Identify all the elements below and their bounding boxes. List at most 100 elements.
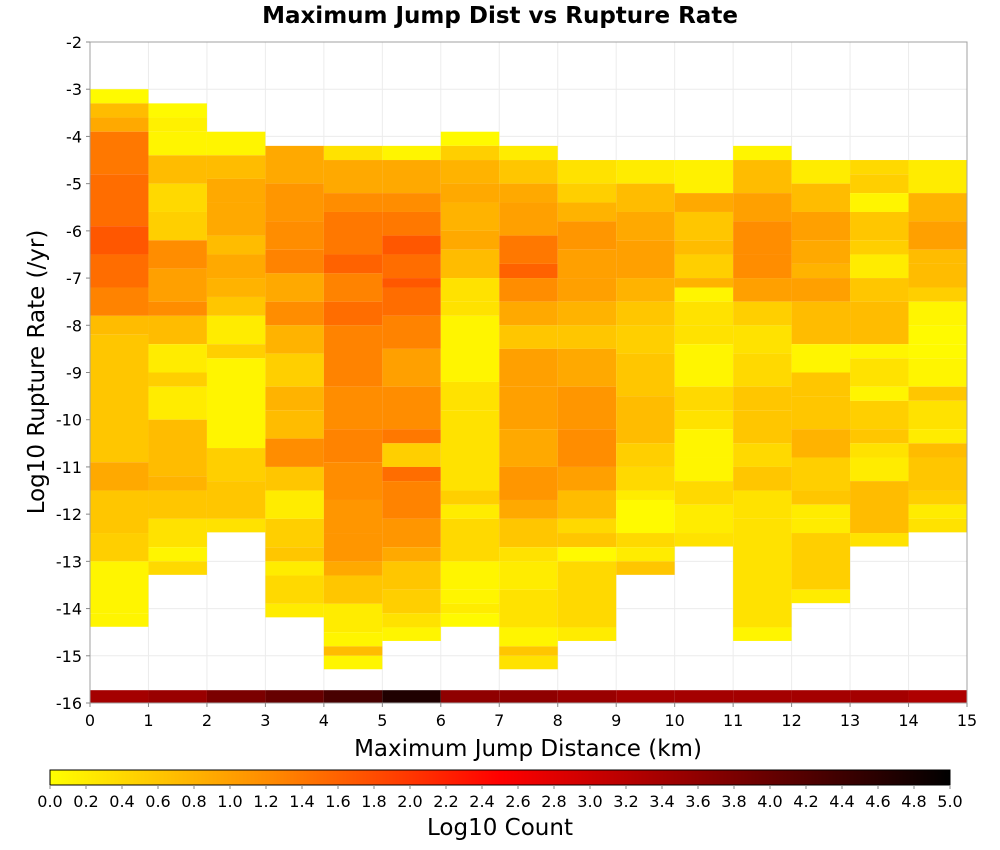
- heatmap-cell: [616, 690, 675, 703]
- x-tick-label: 5: [377, 711, 387, 730]
- heatmap-cell: [206, 690, 266, 703]
- heatmap-cell: [733, 518, 792, 628]
- y-tick-label: -4: [66, 127, 82, 146]
- heatmap-cell: [382, 348, 441, 387]
- heatmap-cell: [791, 183, 851, 212]
- heatmap-cell: [791, 211, 851, 241]
- heatmap-cell: [850, 429, 909, 444]
- x-tick-label: 4: [319, 711, 329, 730]
- colorbar-tick-label: 2.4: [469, 792, 494, 811]
- heatmap-cell: [148, 690, 207, 703]
- colorbar-tick-label: 0.6: [145, 792, 170, 811]
- y-tick-label: -10: [56, 411, 82, 430]
- heatmap-cell: [148, 372, 207, 387]
- heatmap-cell: [791, 690, 851, 703]
- heatmap-cell: [148, 344, 207, 373]
- heatmap-cell: [791, 533, 851, 590]
- heatmap-cell: [616, 325, 675, 354]
- heatmap-cell: [440, 230, 500, 250]
- heatmap-cell: [323, 211, 383, 255]
- heatmap-cell: [90, 462, 149, 491]
- heatmap-cell: [440, 131, 500, 146]
- heatmap-cell: [674, 457, 734, 482]
- x-tick-label: 11: [723, 711, 743, 730]
- heatmap-cell: [616, 353, 675, 397]
- heatmap-cell: [265, 386, 324, 411]
- heatmap-cell: [557, 160, 617, 184]
- colorbar-tick-label: 3.6: [685, 792, 710, 811]
- x-tick-label: 1: [143, 711, 153, 730]
- heatmap-cell: [850, 211, 909, 241]
- colorbar-tick-label: 4.4: [829, 792, 854, 811]
- heatmap-cell: [733, 410, 792, 444]
- heatmap-cell: [265, 273, 324, 302]
- heatmap-cell: [382, 193, 441, 212]
- heatmap-cell: [674, 504, 734, 534]
- heatmap-cell: [733, 301, 792, 326]
- heatmap-cell: [499, 690, 558, 703]
- heatmap-cell: [323, 690, 383, 703]
- heatmap-cell: [616, 547, 675, 562]
- heatmap-cell: [616, 301, 675, 326]
- heatmap-cell: [850, 386, 909, 401]
- y-axis-ticks: -2 -3 -4 -5 -6 -7 -8 -9 -10 -11 -12 -13 -14 -15 -16: [56, 33, 90, 713]
- heatmap-cell: [206, 235, 266, 255]
- heatmap-cell: [850, 278, 909, 302]
- heatmap-cell: [674, 533, 734, 547]
- heatmap-cell: [323, 632, 383, 647]
- heatmap-cell: [265, 561, 324, 576]
- heatmap-cell: [382, 481, 441, 519]
- heatmap-cell: [557, 202, 617, 222]
- heatmap-cell: [850, 174, 909, 194]
- heatmap-cell: [499, 646, 558, 656]
- heatmap-cell: [265, 325, 324, 354]
- heatmap-cell: [499, 466, 558, 500]
- y-tick-label: -14: [56, 600, 82, 619]
- heatmap-cell: [674, 193, 734, 212]
- heatmap-cell: [206, 448, 266, 482]
- heatmap-cell: [733, 145, 792, 161]
- heatmap-cell: [90, 613, 149, 627]
- x-tick-label: 15: [957, 711, 977, 730]
- y-tick-label: -11: [56, 458, 82, 477]
- heatmap-cell: [791, 589, 851, 604]
- heatmap-cell: [382, 561, 441, 590]
- heatmap-cell: [850, 160, 909, 175]
- heatmap-cell: [791, 372, 851, 397]
- heatmap-cell: [148, 211, 207, 241]
- heatmap-cell: [674, 481, 734, 505]
- heatmap-cell: [499, 278, 558, 302]
- heatmap-cell: [90, 315, 149, 335]
- heatmap-cell: [908, 249, 967, 264]
- heatmap-cell: [791, 240, 851, 264]
- heatmap-cell: [908, 400, 967, 430]
- heatmap-cell: [499, 183, 558, 203]
- heatmap-cell: [616, 240, 675, 279]
- heatmap-cell: [90, 117, 149, 132]
- colorbar-tick-label: 1.4: [289, 792, 314, 811]
- heatmap-cell: [733, 443, 792, 467]
- colorbar-tick-label: 4.6: [865, 792, 890, 811]
- heatmap-cell: [557, 690, 617, 703]
- heatmap-cell: [791, 490, 851, 505]
- heatmap-cell: [265, 353, 324, 387]
- heatmap-cell: [557, 183, 617, 203]
- heatmap-cell: [265, 183, 324, 222]
- heatmap-cell: [499, 499, 558, 519]
- colorbar-tick-label: 1.8: [361, 792, 386, 811]
- heatmap-cell: [616, 499, 675, 534]
- heatmap-cell: [733, 627, 792, 641]
- heatmap-cell: [908, 504, 967, 519]
- colorbar-tick-label: 2.2: [433, 792, 458, 811]
- heatmap-cell: [557, 386, 617, 430]
- heatmap-cell: [382, 627, 441, 641]
- heatmap-cell: [323, 325, 383, 387]
- heatmap-cell: [791, 278, 851, 302]
- heatmap-cell: [850, 254, 909, 279]
- heatmap-cell: [499, 386, 558, 430]
- y-tick-label: -6: [66, 222, 82, 241]
- heatmap-cell: [557, 518, 617, 534]
- heatmap-cell: [148, 315, 207, 345]
- heatmap-cell: [557, 466, 617, 491]
- heatmap-cell: [323, 575, 383, 604]
